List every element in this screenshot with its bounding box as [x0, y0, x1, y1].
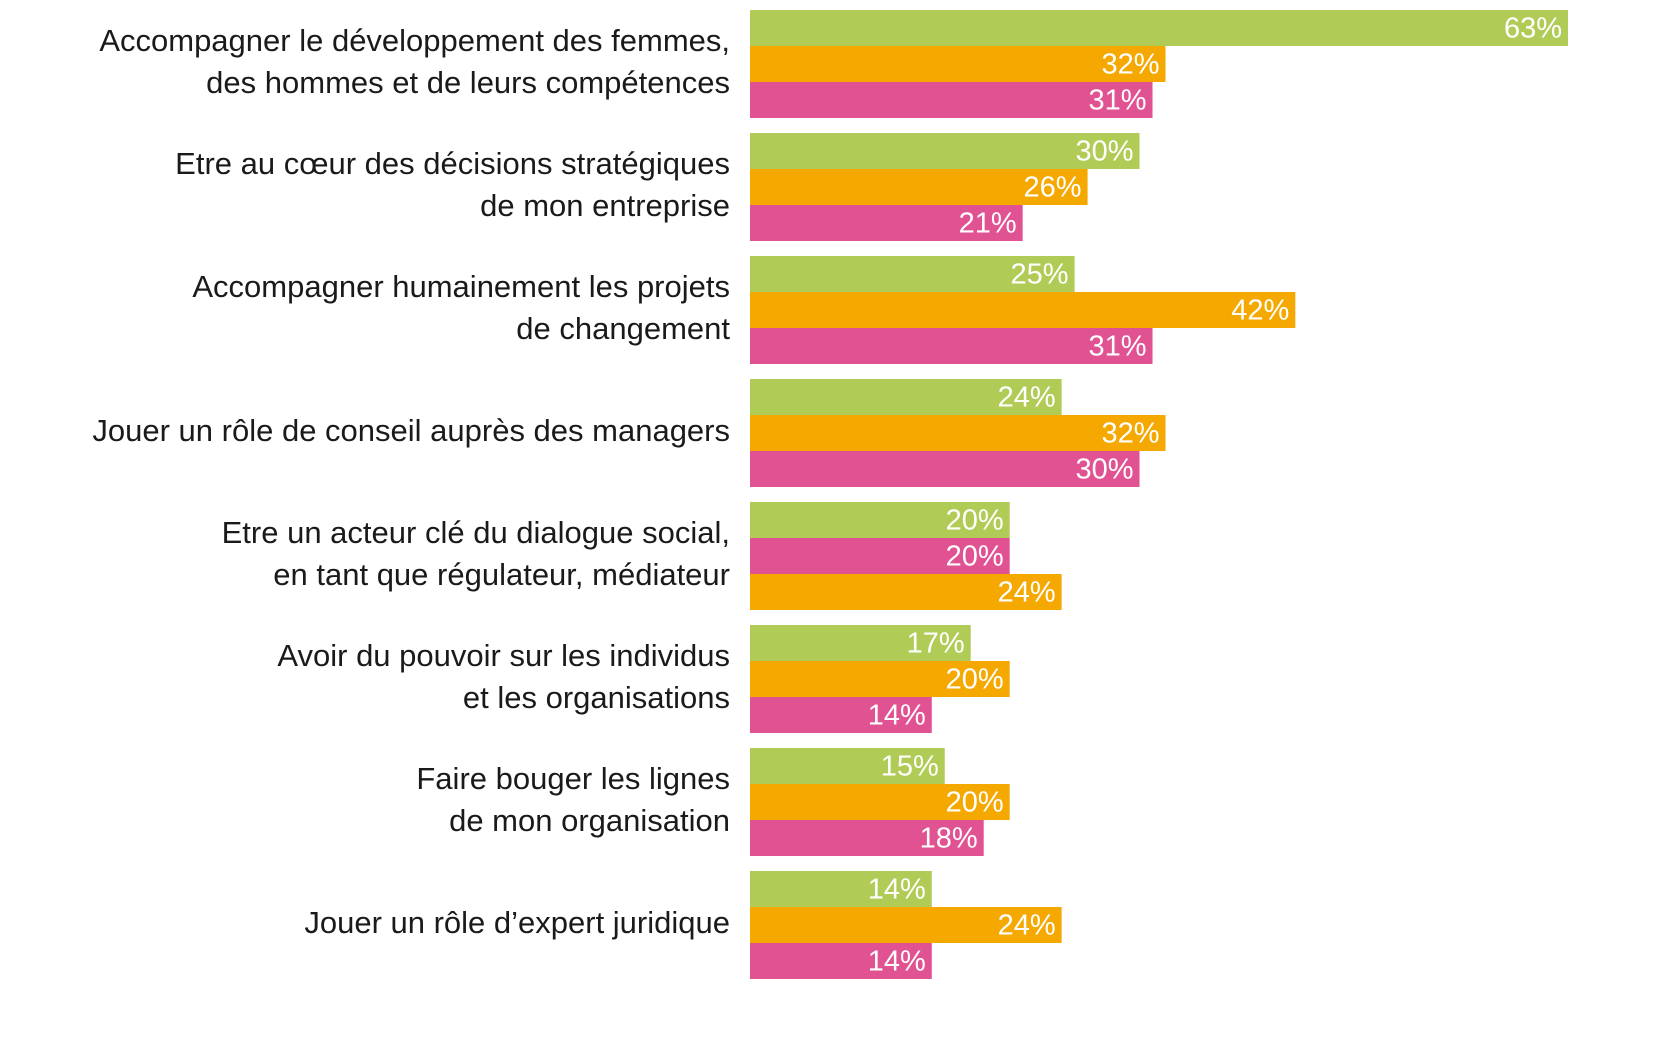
category-label: des hommes et de leurs compétences — [206, 65, 730, 100]
bar — [750, 820, 984, 856]
value-label: 31% — [1088, 85, 1146, 117]
value-label: 15% — [881, 751, 939, 783]
value-label: 42% — [1231, 295, 1289, 327]
bar — [750, 46, 1166, 82]
bar — [750, 451, 1140, 487]
value-label: 24% — [998, 910, 1056, 942]
value-label: 14% — [868, 946, 926, 978]
value-label: 26% — [1024, 172, 1082, 204]
value-label: 14% — [868, 700, 926, 732]
bar — [750, 205, 1023, 241]
bar — [750, 82, 1153, 118]
value-label: 24% — [998, 577, 1056, 609]
bar — [750, 574, 1062, 610]
bar — [750, 256, 1075, 292]
value-label: 63% — [1504, 13, 1562, 45]
bar — [750, 328, 1153, 364]
value-label: 20% — [946, 541, 1004, 573]
bar — [750, 625, 971, 661]
bar — [750, 784, 1010, 820]
bar — [750, 748, 945, 784]
category-label: Etre un acteur clé du dialogue social, — [222, 515, 730, 550]
value-label: 21% — [959, 208, 1017, 240]
value-label: 24% — [998, 382, 1056, 414]
category-label: Faire bouger les lignes — [416, 761, 730, 796]
bar — [750, 379, 1062, 415]
value-label: 30% — [1075, 454, 1133, 486]
category-label: et les organisations — [463, 680, 730, 715]
bar — [750, 502, 1010, 538]
value-label: 31% — [1088, 331, 1146, 363]
category-label: Avoir du pouvoir sur les individus — [277, 638, 730, 673]
category-label: Etre au cœur des décisions stratégiques — [175, 146, 730, 181]
bar — [750, 661, 1010, 697]
category-label: de mon organisation — [449, 803, 730, 838]
category-label: Jouer un rôle de conseil auprès des mana… — [92, 413, 730, 448]
value-label: 20% — [946, 664, 1004, 696]
bar — [750, 907, 1062, 943]
category-label: Accompagner le développement des femmes, — [99, 23, 730, 58]
value-label: 20% — [946, 787, 1004, 819]
bar — [750, 169, 1088, 205]
value-label: 20% — [946, 505, 1004, 537]
bar — [750, 943, 932, 979]
value-label: 17% — [907, 628, 965, 660]
value-label: 30% — [1075, 136, 1133, 168]
category-label: en tant que régulateur, médiateur — [273, 557, 730, 592]
bar — [750, 10, 1568, 46]
value-label: 18% — [920, 823, 978, 855]
category-label: de changement — [516, 311, 730, 346]
value-label: 32% — [1101, 418, 1159, 450]
bar — [750, 415, 1166, 451]
category-label: de mon entreprise — [480, 188, 730, 223]
value-label: 14% — [868, 874, 926, 906]
bar — [750, 697, 932, 733]
category-label: Accompagner humainement les projets — [192, 269, 730, 304]
value-label: 32% — [1101, 49, 1159, 81]
bar — [750, 133, 1140, 169]
bar — [750, 871, 932, 907]
value-label: 25% — [1011, 259, 1069, 291]
bar — [750, 292, 1296, 328]
category-label: Jouer un rôle d’expert juridique — [304, 905, 730, 940]
bar — [750, 538, 1010, 574]
